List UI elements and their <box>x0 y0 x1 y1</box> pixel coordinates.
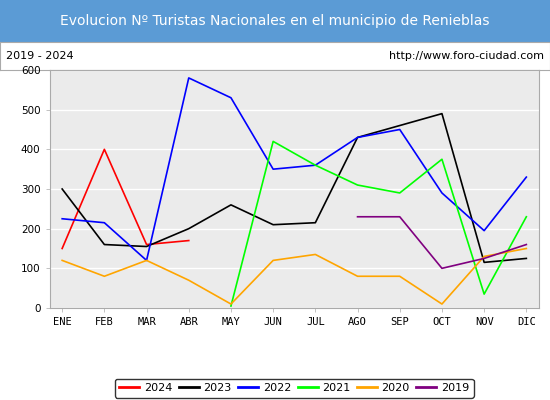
Text: Evolucion Nº Turistas Nacionales en el municipio de Renieblas: Evolucion Nº Turistas Nacionales en el m… <box>60 14 490 28</box>
Legend: 2024, 2023, 2022, 2021, 2020, 2019: 2024, 2023, 2022, 2021, 2020, 2019 <box>115 379 474 398</box>
Text: 2019 - 2024: 2019 - 2024 <box>6 51 73 61</box>
Text: http://www.foro-ciudad.com: http://www.foro-ciudad.com <box>389 51 544 61</box>
